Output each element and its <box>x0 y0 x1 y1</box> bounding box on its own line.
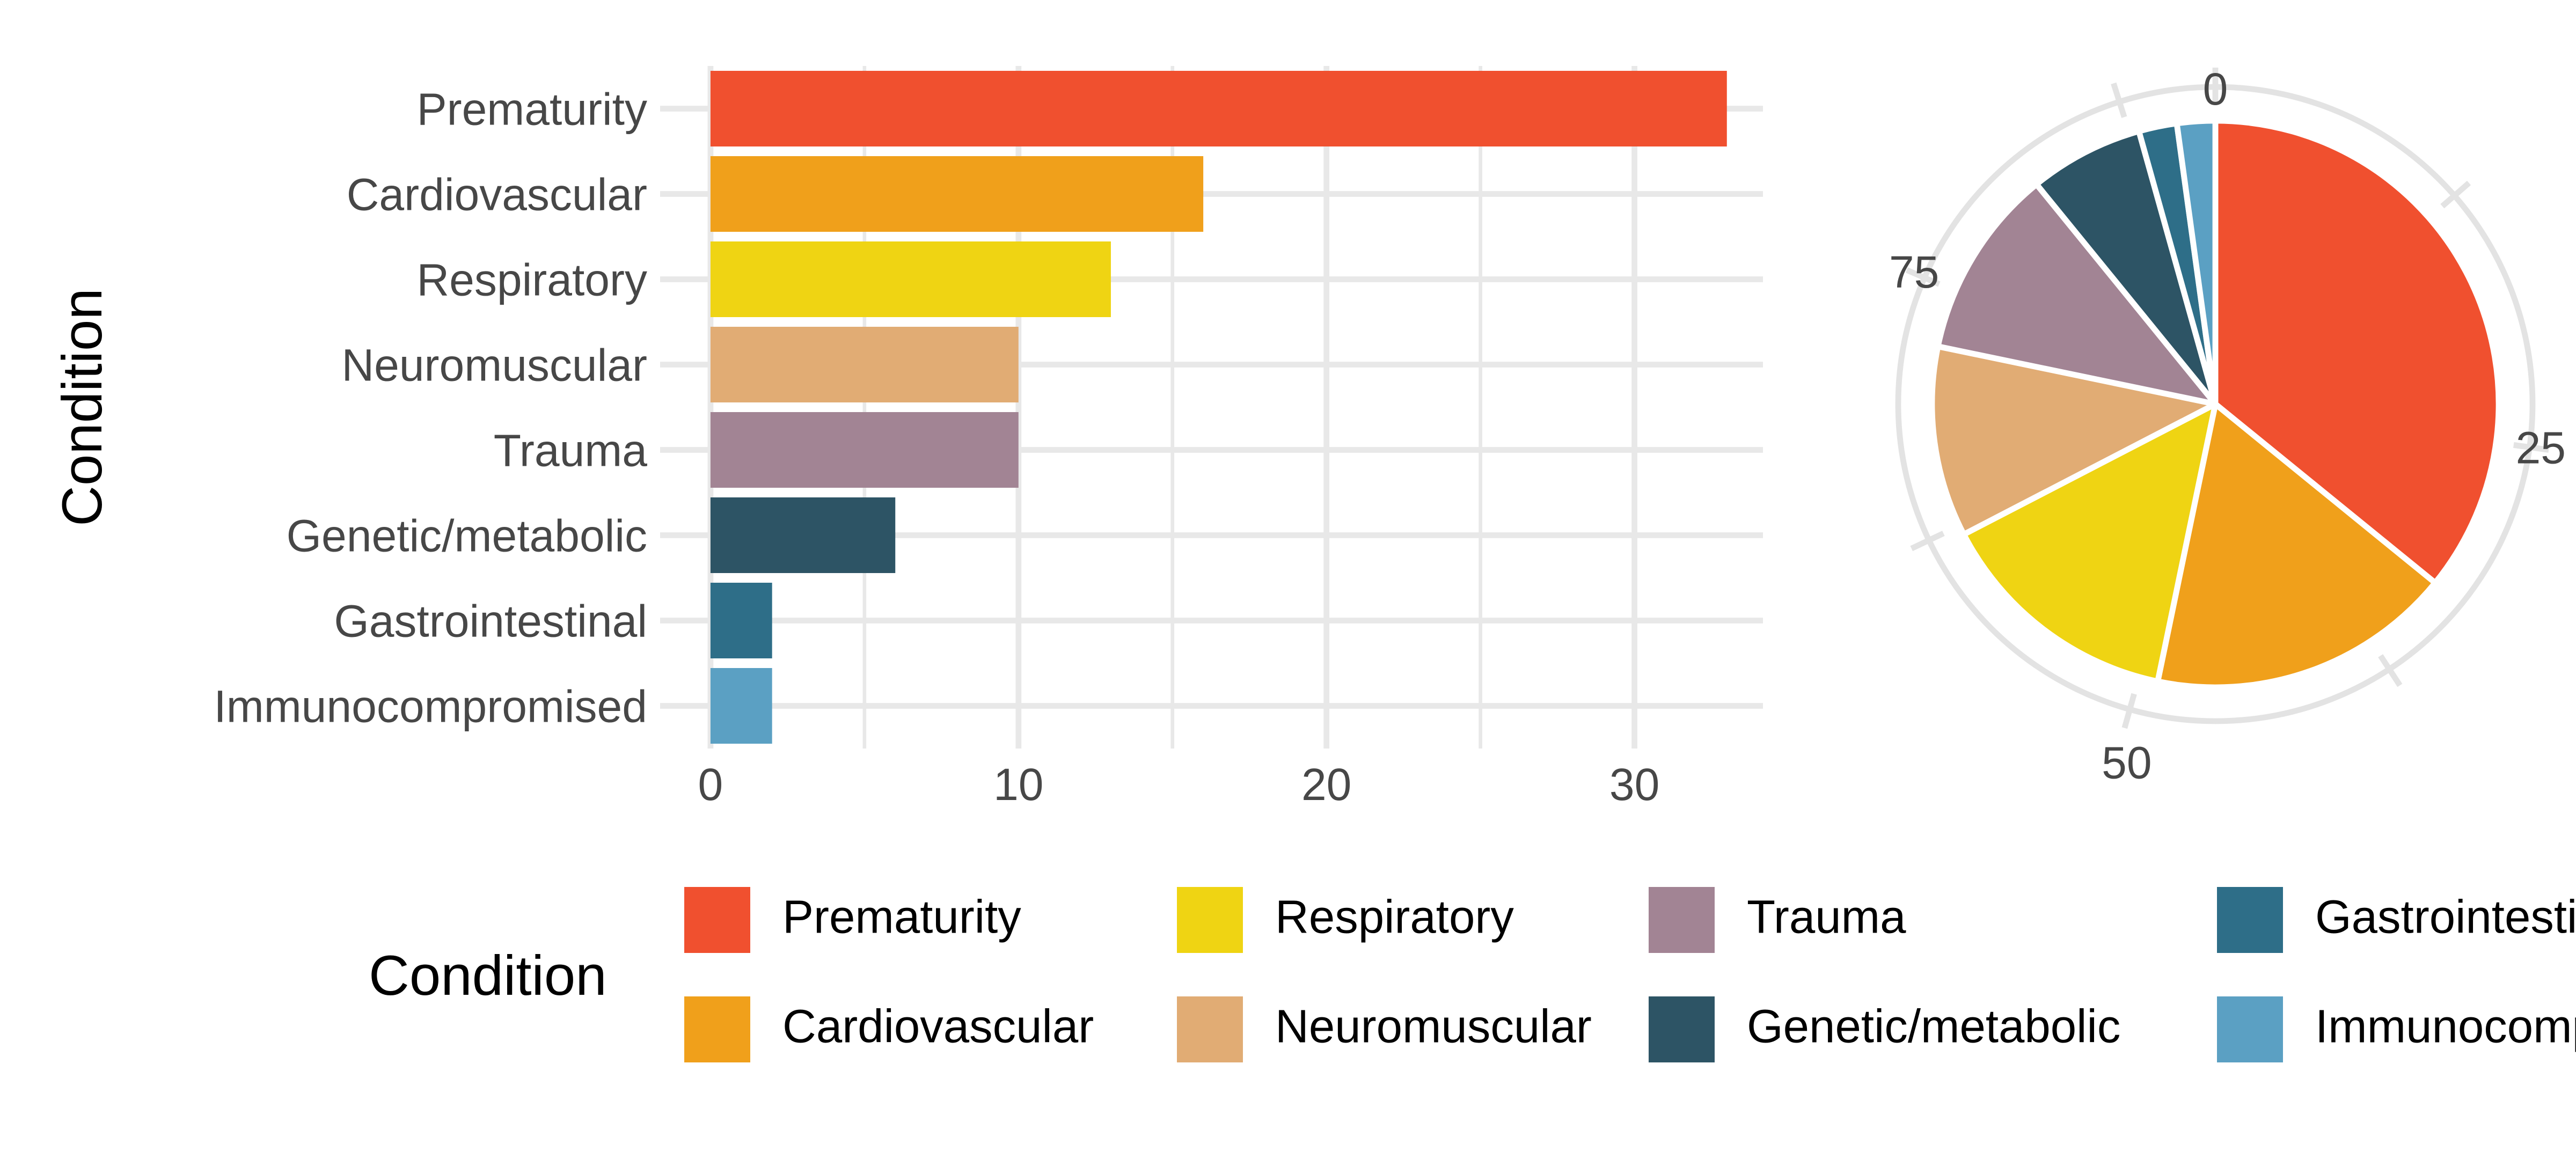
bar-category-label: Immunocompromised <box>214 681 647 732</box>
legend-label-trauma: Trauma <box>1747 892 1906 944</box>
legend-label-genetic-metabolic: Genetic/metabolic <box>1747 1002 2121 1054</box>
legend-swatch-neuromuscular <box>1177 995 1243 1062</box>
pie-axis-tick <box>1905 267 1941 287</box>
bar-trauma <box>710 412 1019 488</box>
pie-axis-tick <box>2121 693 2137 729</box>
pie-axis-label: 50 <box>2102 737 2151 788</box>
legend-swatch-cardiovascular <box>684 995 750 1062</box>
legend-title: Condition <box>369 945 607 1008</box>
pie-axis-tick <box>1910 531 1945 552</box>
pie-axis-label: 25 <box>2516 422 2566 473</box>
pie-slice-trauma <box>1935 181 2219 407</box>
legend-label-cardiovascular: Cardiovascular <box>782 1002 1094 1054</box>
legend-label-respiratory: Respiratory <box>1275 892 1514 944</box>
legend-swatch-immunocompromised <box>2217 995 2283 1062</box>
pie-slice-prematurity <box>2212 118 2502 586</box>
legend-swatch-trauma <box>1649 886 1715 952</box>
bar-category-label: Trauma <box>494 426 648 476</box>
bar-category-label: Neuromuscular <box>341 340 647 391</box>
bar-x-tick-label: 0 <box>698 759 723 810</box>
bar-neuromuscular <box>710 327 1019 402</box>
legend-swatch-prematurity <box>684 886 750 952</box>
legend-label-prematurity: Prematurity <box>782 892 1021 944</box>
bar-genetic-metabolic <box>710 497 896 573</box>
legend-swatch-genetic-metabolic <box>1649 995 1715 1062</box>
pie-axis-tick <box>2378 654 2403 687</box>
bar-immunocompromised <box>710 668 772 744</box>
pie-axis-label: 75 <box>1889 247 1939 297</box>
pie-slice-immunocompromised <box>2174 118 2219 407</box>
pie-slice-cardiovascular <box>2155 401 2438 691</box>
bar-prematurity <box>710 71 1727 146</box>
legend-label-neuromuscular: Neuromuscular <box>1275 1002 1592 1054</box>
pie-slice-neuromuscular <box>1929 343 2219 538</box>
pie-axis-tick <box>2513 442 2549 453</box>
bar-category-label: Gastrointestinal <box>334 596 647 647</box>
pie-axis-label: 0 <box>2203 64 2228 114</box>
bar-x-tick-label: 20 <box>1301 759 1351 810</box>
bar-x-tick-label: 30 <box>1609 759 1659 810</box>
legend-label-gastrointestinal: Gastrointestinal <box>2315 892 2576 944</box>
bar-y-axis-title: Condition <box>52 288 114 526</box>
pie-slice-genetic-metabolic <box>2033 128 2219 407</box>
bar-category-label: Prematurity <box>417 84 647 135</box>
bar-x-tick-label: 10 <box>993 759 1043 810</box>
pie-axis-tick <box>2440 180 2471 209</box>
bar-category-label: Respiratory <box>417 255 647 305</box>
bar-category-label: Genetic/metabolic <box>287 511 647 561</box>
pie-axis-tick <box>2111 82 2127 118</box>
legend-swatch-gastrointestinal <box>2217 886 2283 952</box>
legend-swatch-respiratory <box>1177 886 1243 952</box>
legend-label-immunocompromised: Immunocompromised <box>2315 1002 2576 1054</box>
bar-cardiovascular <box>710 156 1204 232</box>
bar-category-label: Cardiovascular <box>347 170 647 220</box>
bar-gastrointestinal <box>710 583 772 658</box>
bar-respiratory <box>710 241 1111 317</box>
pie-slice-respiratory <box>1960 401 2219 685</box>
